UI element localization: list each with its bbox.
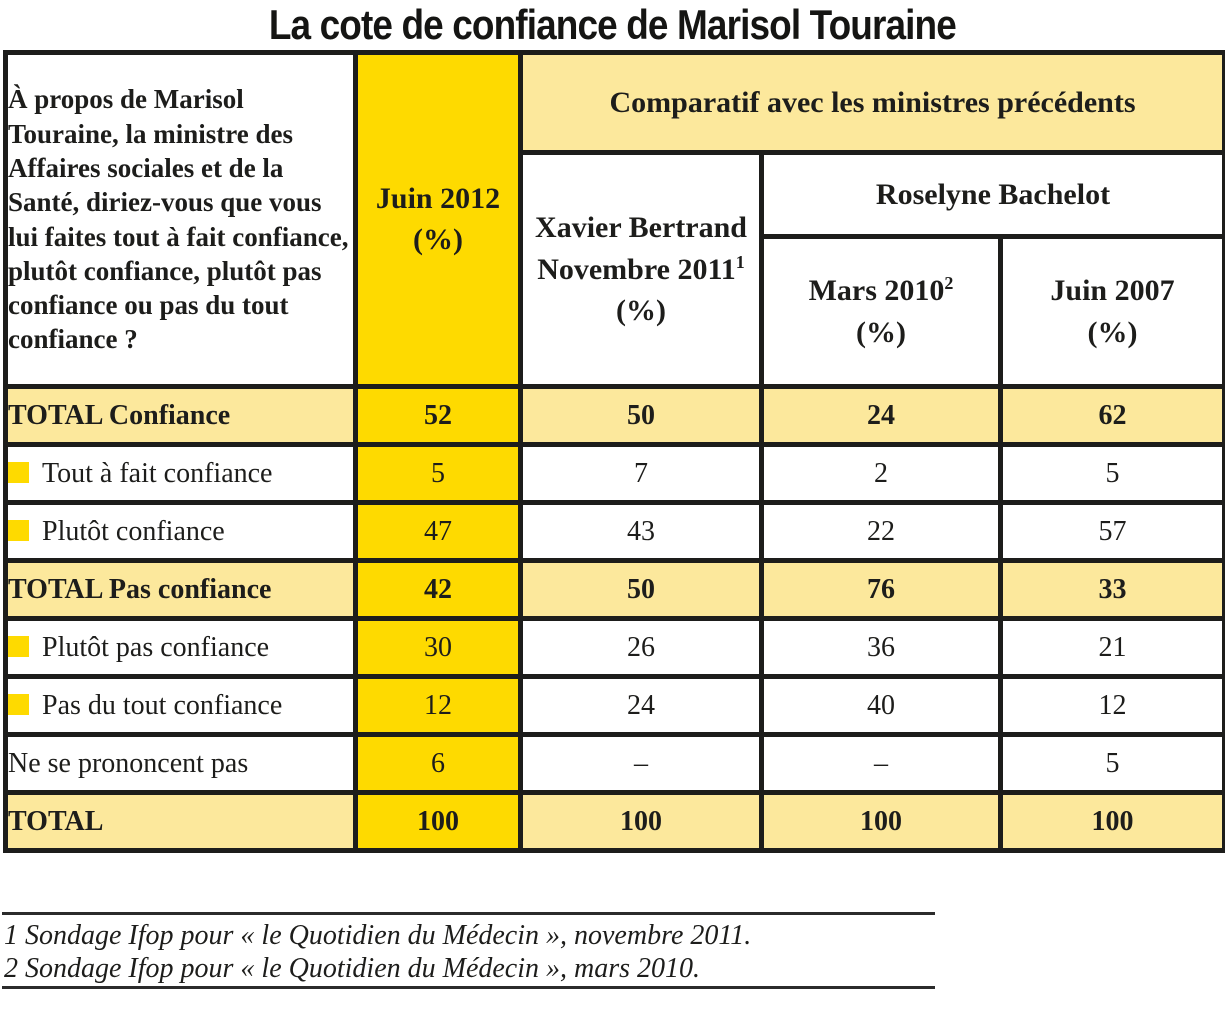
bullet-square-icon (8, 635, 29, 657)
value-juin-2012: 12 (353, 674, 523, 737)
header-row-top: À propos de Marisol Touraine, la ministr… (3, 50, 1225, 389)
header-row-middle: Xavier Bertrand Novembre 20111 (%) Rosel… (6, 150, 1225, 389)
question-cell: À propos de Marisol Touraine, la ministr… (3, 50, 358, 389)
value-juin-2007: 57 (998, 500, 1225, 563)
footnote-2: 2 Sondage Ifop pour « le Quotidien du Mé… (4, 952, 701, 984)
col-header-roselyne-bachelot: Roselyne Bachelot (759, 150, 1225, 239)
divider-bottom (2, 985, 935, 989)
value-juin-2007: 33 (998, 558, 1225, 621)
value-juin-2012: 6 (353, 732, 523, 795)
row-label: Plutôt pas confiance (42, 631, 270, 663)
date-label: Juin 2007 (1050, 273, 1175, 307)
header-row-bottom: Mars 20102 (%) Juin 2007 (%) (6, 234, 1225, 389)
date-label: Novembre 2011 (537, 252, 736, 286)
value-juin-2012: 30 (353, 616, 523, 679)
row-label-cell: TOTAL (3, 790, 358, 853)
value-novembre-2011: 50 (518, 384, 764, 447)
divider-top (2, 912, 935, 915)
row-label: Ne se prononcent pas (8, 747, 249, 779)
title-bar: La cote de confiance de Marisol Touraine (0, 0, 1225, 50)
table-row-ne-se-prononcent-pas: Ne se prononcent pas 6 – – 5 (3, 732, 1225, 795)
row-label: TOTAL (8, 805, 104, 837)
value-novembre-2011: 26 (518, 616, 764, 679)
value-mars-2010: – (759, 732, 1003, 795)
value-juin-2007: 12 (998, 674, 1225, 737)
date-label: Mars 2010 (808, 273, 945, 307)
value-mars-2010: 36 (759, 616, 1003, 679)
percent-label: (%) (616, 294, 666, 328)
value-novembre-2011: – (518, 732, 764, 795)
value-juin-2012: 52 (353, 384, 523, 447)
value-novembre-2011: 100 (518, 790, 764, 853)
value-mars-2010: 22 (759, 500, 1003, 563)
table-row-total-confiance: TOTAL Confiance 52 50 24 62 (3, 384, 1225, 447)
confidence-table: À propos de Marisol Touraine, la ministr… (3, 50, 1225, 853)
value-novembre-2011: 24 (518, 674, 764, 737)
date-label: Mars 20102 (764, 270, 998, 312)
row-label: TOTAL Pas confiance (8, 573, 272, 605)
value-juin-2007: 5 (998, 442, 1225, 505)
value-mars-2010: 76 (759, 558, 1003, 621)
row-label-cell: TOTAL Confiance (3, 384, 358, 447)
table-row-total: TOTAL 100 100 100 100 (3, 790, 1225, 853)
value-juin-2007: 21 (998, 616, 1225, 679)
row-label-cell: TOTAL Pas confiance (3, 558, 358, 621)
col-header-juin-2007: Juin 2007 (%) (998, 234, 1225, 389)
footnote-ref-2: 2 (944, 272, 954, 293)
value-juin-2007: 100 (998, 790, 1225, 853)
value-mars-2010: 100 (759, 790, 1003, 853)
table-row-total-pas-confiance: TOTAL Pas confiance 42 50 76 33 (3, 558, 1225, 621)
value-novembre-2011: 43 (518, 500, 764, 563)
minister-name: Xavier Bertrand (535, 211, 747, 245)
col-header-juin-2012: Juin 2012 (%) (353, 50, 523, 389)
col-header-novembre-2011: Novembre 20111 (523, 249, 759, 290)
table-row-pas-du-tout-confiance: Pas du tout confiance 12 24 40 12 (3, 674, 1225, 737)
value-juin-2007: 5 (998, 732, 1225, 795)
value-mars-2010: 24 (759, 384, 1003, 447)
value-novembre-2011: 7 (518, 442, 764, 505)
footnote-1: 1 Sondage Ifop pour « le Quotidien du Mé… (4, 920, 752, 951)
value-mars-2010: 2 (759, 442, 1003, 505)
value-mars-2010: 40 (759, 674, 1003, 737)
footnote-ref-1: 1 (735, 251, 745, 272)
row-label: Tout à fait confiance (42, 457, 273, 489)
row-label: TOTAL Confiance (8, 399, 231, 431)
col-header-juin-2012-date: Juin 2012 (375, 182, 501, 215)
bullet-square-icon (8, 461, 29, 483)
row-label-cell: Pas du tout confiance (3, 674, 358, 737)
footnotes-block: 1 Sondage Ifop pour « le Quotidien du Mé… (2, 912, 935, 989)
row-label-cell: Ne se prononcent pas (3, 732, 358, 795)
table-row-plutot-confiance: Plutôt confiance 47 43 22 57 (3, 500, 1225, 563)
value-juin-2012: 5 (353, 442, 523, 505)
bullet-square-icon (8, 693, 29, 715)
percent-label: (%) (1087, 315, 1138, 349)
row-label-cell: Plutôt pas confiance (3, 616, 358, 679)
comparatif-header: Comparatif avec les ministres précédents (518, 50, 1225, 155)
col-header-mars-2010: Mars 20102 (%) (759, 234, 1003, 389)
percent-label: (%) (413, 222, 463, 256)
bullet-square-icon (8, 519, 29, 541)
row-label: Pas du tout confiance (42, 689, 283, 721)
page-title: La cote de confiance de Marisol Touraine (268, 1, 957, 48)
value-novembre-2011: 50 (518, 558, 764, 621)
value-juin-2012: 100 (353, 790, 523, 853)
col-header-xavier-bertrand: Xavier Bertrand Novembre 20111 (%) (518, 150, 764, 389)
row-label-cell: Tout à fait confiance (3, 442, 358, 505)
row-label-cell: Plutôt confiance (3, 500, 358, 563)
row-label: Plutôt confiance (42, 515, 225, 547)
table-row-plutot-pas-confiance: Plutôt pas confiance 30 26 36 21 (3, 616, 1225, 679)
percent-label: (%) (856, 315, 906, 349)
value-juin-2012: 47 (353, 500, 523, 563)
value-juin-2012: 42 (353, 558, 523, 621)
table-row-tout-a-fait-confiance: Tout à fait confiance 5 7 2 5 (3, 442, 1225, 505)
value-juin-2007: 62 (998, 384, 1225, 447)
